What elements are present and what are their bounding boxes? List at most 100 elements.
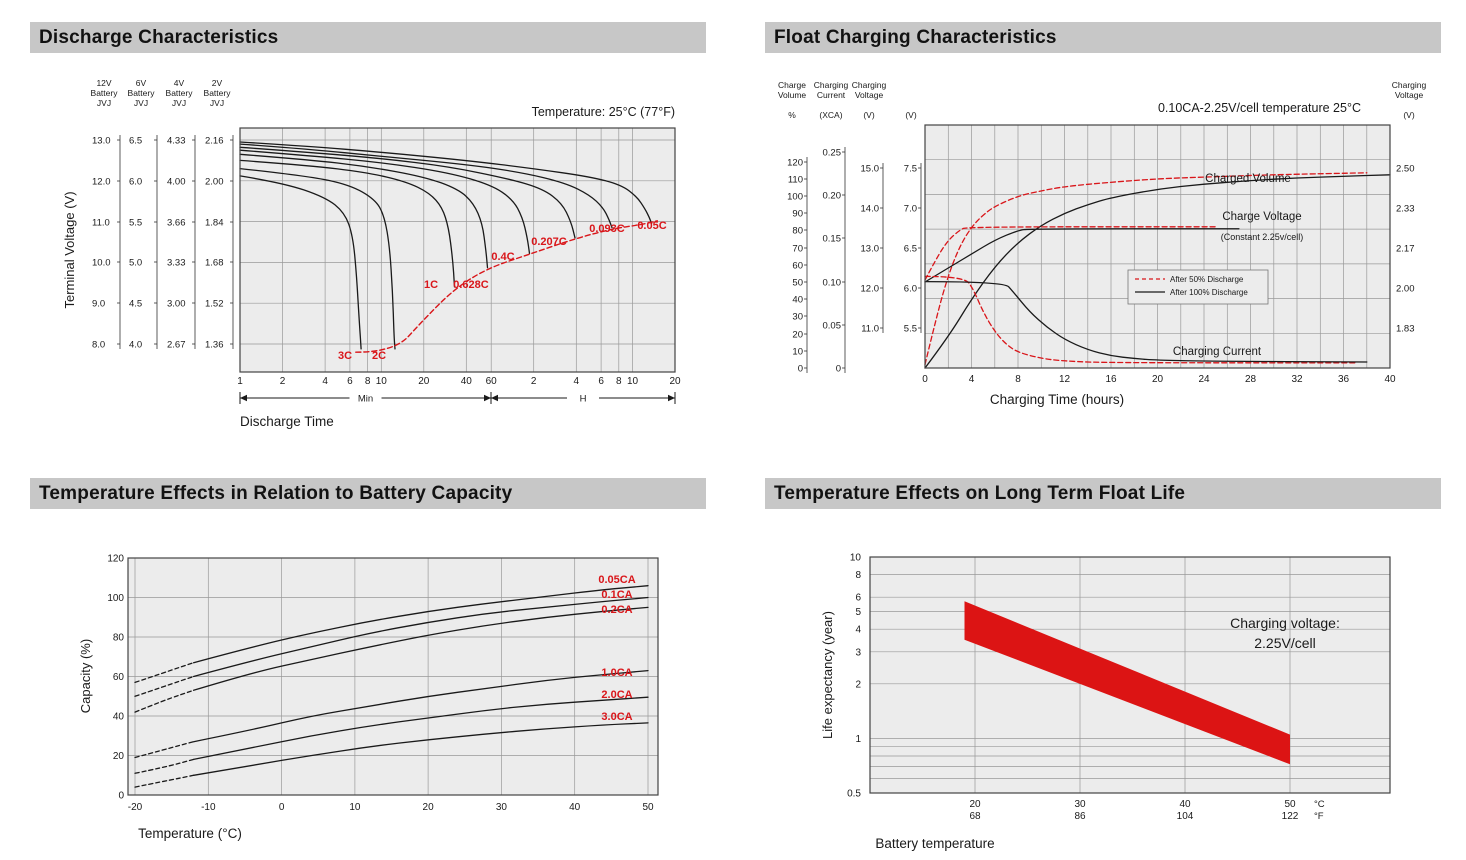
chart-annotation: Discharge Time [240, 414, 334, 429]
series-0.2CA-extrapolated [134, 689, 195, 713]
scale-column-header: (V) [1403, 110, 1415, 120]
series-cutoff-voltage [355, 220, 658, 353]
x-tick-label-secondary: 68 [969, 811, 981, 822]
chart-annotation: 2C [372, 350, 386, 362]
x-tick-label: 0 [922, 374, 928, 385]
x-tick-label: 8 [616, 376, 622, 387]
x-tick-label: 6 [347, 376, 353, 387]
chart-annotation: Terminal Voltage (V) [62, 191, 77, 308]
y-tick-label: 2 [855, 679, 861, 690]
x-tick-label: 6 [598, 376, 604, 387]
chart-annotation: 0.093C [589, 223, 625, 235]
scale-column-value: 3.33 [167, 258, 186, 269]
life-expectancy-band [964, 601, 1290, 765]
scale-column-header: 12V [96, 78, 111, 88]
axis-span-label-bg [567, 391, 599, 405]
plot-area [240, 128, 675, 372]
scale-column-value: 13.0 [861, 244, 880, 255]
section-title-text: Float Charging Characteristics [774, 27, 1057, 48]
x-tick-label: 20 [1152, 374, 1164, 385]
scale-column-value: 6.0 [904, 284, 917, 295]
x-tick-label: 30 [496, 802, 508, 813]
x-tick-label: 16 [1105, 374, 1117, 385]
scale-column-value: 11.0 [92, 218, 110, 229]
chart-annotation: Capacity (%) [78, 639, 93, 713]
series-0.2CA [192, 606, 649, 691]
section-title-float-charging: Float Charging Characteristics [765, 22, 1441, 53]
series-0.1CA [192, 596, 649, 678]
axis-span-arrowhead [240, 394, 247, 402]
scale-column-value: 90 [792, 209, 803, 220]
axis-span-label: H [580, 394, 587, 405]
scale-column-value: 4.00 [167, 177, 186, 188]
chart-annotation: 0.1CA [601, 589, 632, 601]
x-tick-label: 20 [969, 799, 981, 810]
chart-annotation: Charging Time (hours) [990, 392, 1124, 407]
section-title-float-life: Temperature Effects on Long Term Float L… [765, 478, 1441, 509]
scale-column-value: 80 [792, 226, 803, 237]
y-tick-label: 120 [107, 554, 124, 565]
chart-annotation: 3C [338, 350, 352, 362]
discharge-characteristics-chart: 1 2 4 6 8 10 20 40 60 2 4 6 8 10 20 13.0 12.0 11.0 10.0 9.0… [62, 78, 681, 429]
scale-column-value: 0 [798, 364, 803, 375]
scale-column-header: 4V [174, 78, 185, 88]
scale-column-value: 1.68 [205, 258, 224, 269]
chart-annotation: 0.05CA [598, 574, 635, 586]
y-tick-label: 3 [855, 647, 861, 658]
series-0.207C [239, 146, 576, 239]
chart-annotation: 3.0CA [601, 711, 632, 723]
series-1.0CA-extrapolated [134, 741, 195, 759]
scale-column-header: Voltage [1395, 90, 1424, 100]
y-tick-label: 100 [107, 593, 124, 604]
y-tick-label: 40 [113, 712, 125, 723]
float-charging-chart: 0 4 8 12 16 20 24 28 32 36 40120110100908070605040… [778, 80, 1427, 407]
chart-annotation: 0.628C [453, 279, 489, 291]
scale-column-value: 0 [836, 364, 841, 375]
scale-column-value: 40 [792, 295, 803, 306]
scale-column-value: 50 [792, 278, 803, 289]
axis-span-label: Min [358, 394, 373, 405]
scale-column-header: Charging [852, 80, 887, 90]
series-0.1CA-extrapolated [134, 675, 195, 697]
plot-border [239, 127, 676, 373]
x-tick-label: 40 [1384, 374, 1396, 385]
scale-column-value: 120 [787, 158, 803, 169]
x-tick-label: 8 [365, 376, 371, 387]
scale-column-value: 0.25 [823, 148, 842, 159]
scale-column-header: Current [817, 90, 846, 100]
x-tick-label: 32 [1291, 374, 1303, 385]
chart-annotation: 2.0CA [601, 689, 632, 701]
scale-column-value: 2.00 [1396, 284, 1415, 295]
y-tick-label: 0.5 [847, 789, 861, 800]
scale-column-value: 5.5 [129, 218, 142, 229]
scale-column-value: 9.0 [92, 299, 105, 310]
chart-annotation: (Constant 2.25v/cell) [1221, 232, 1304, 242]
scale-column-value: 100 [787, 192, 803, 203]
section-title-text: Temperature Effects on Long Term Float L… [774, 483, 1186, 504]
scale-column-value: 1.52 [205, 299, 224, 310]
scale-column-value: 6.5 [904, 244, 917, 255]
series-3.0CA [192, 722, 649, 776]
x-tick-label-secondary: 122 [1282, 811, 1299, 822]
x-tick-label: 30 [1074, 799, 1086, 810]
scale-column-value: 5.5 [904, 324, 917, 335]
axis-span-label-bg [349, 391, 382, 405]
chart-annotation: Temperature: 25°C (77°F) [532, 105, 675, 119]
series-0.05CA [192, 585, 649, 664]
x-tick-label: 0 [279, 802, 285, 813]
x-tick-label: 4 [322, 376, 328, 387]
scale-column-value: 2.17 [1396, 244, 1415, 255]
y-tick-label: 4 [855, 625, 861, 636]
scale-column-value: 2.50 [1396, 164, 1415, 175]
x-tick-label: 10 [376, 376, 388, 387]
scale-column-value: 12.0 [92, 177, 111, 188]
scale-column-value: 3.66 [167, 218, 186, 229]
scale-column-header: 6V [136, 78, 147, 88]
series-3C [239, 175, 362, 350]
chart-annotation: After 100% Discharge [1170, 288, 1248, 297]
scale-column-value: 5.0 [129, 258, 142, 269]
scale-column-header: Charging [1392, 80, 1427, 90]
series-1.0CA [192, 669, 649, 743]
chart-annotation: Life expectancy (year) [820, 611, 835, 739]
scale-column-header: Battery [91, 88, 119, 98]
